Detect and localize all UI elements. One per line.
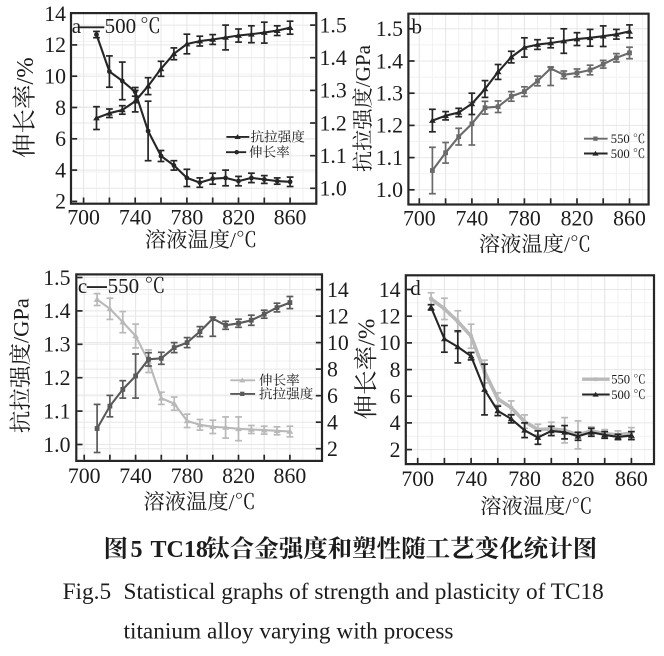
svg-text:500: 500 — [611, 147, 630, 161]
svg-text:8: 8 — [327, 357, 338, 381]
svg-text:/%: /% — [354, 319, 381, 346]
svg-text:14: 14 — [44, 2, 66, 26]
svg-text:12: 12 — [44, 33, 66, 57]
svg-text:/GPa: /GPa — [8, 298, 33, 343]
svg-text:8: 8 — [55, 96, 66, 120]
svg-text:12: 12 — [327, 304, 349, 328]
svg-text:1.0: 1.0 — [43, 433, 70, 457]
svg-text:860: 860 — [274, 206, 307, 230]
svg-text:Statistical graphs of strength: Statistical graphs of strength and plast… — [124, 579, 604, 605]
svg-text:Fig.5: Fig.5 — [63, 579, 112, 605]
svg-text:12: 12 — [379, 305, 401, 329]
svg-text:1.3: 1.3 — [320, 79, 347, 103]
svg-text:/: / — [564, 233, 570, 257]
svg-text:/: / — [565, 495, 571, 519]
svg-text:780: 780 — [508, 207, 541, 231]
svg-text:550: 550 — [108, 274, 140, 298]
svg-text:740: 740 — [456, 207, 489, 231]
svg-text:700: 700 — [401, 467, 434, 491]
svg-text:1.2: 1.2 — [43, 366, 70, 390]
svg-text:2: 2 — [327, 437, 338, 461]
svg-text:550: 550 — [611, 132, 630, 146]
svg-text:1.5: 1.5 — [376, 17, 403, 41]
svg-text:860: 860 — [274, 464, 307, 488]
svg-text:740: 740 — [119, 206, 152, 230]
svg-text:6: 6 — [55, 127, 66, 151]
svg-text:TC18: TC18 — [151, 537, 208, 563]
svg-text:4: 4 — [327, 411, 338, 435]
svg-text:1.3: 1.3 — [43, 333, 70, 357]
svg-text:1.1: 1.1 — [320, 144, 347, 168]
svg-text:14: 14 — [379, 278, 401, 302]
svg-text:10: 10 — [44, 65, 66, 89]
svg-text:860: 860 — [613, 207, 646, 231]
svg-text:2: 2 — [390, 438, 401, 462]
svg-text:6: 6 — [327, 384, 338, 408]
svg-text:780: 780 — [171, 206, 204, 230]
svg-text:b: b — [412, 14, 423, 38]
svg-text:/: / — [230, 228, 236, 252]
svg-text:1.4: 1.4 — [376, 49, 403, 73]
svg-text:10: 10 — [327, 331, 349, 355]
svg-text:5: 5 — [131, 537, 143, 563]
svg-text:c: c — [78, 274, 87, 298]
svg-text:1.4: 1.4 — [320, 46, 347, 70]
svg-text:1.0: 1.0 — [320, 177, 347, 201]
svg-text:1.2: 1.2 — [376, 114, 403, 138]
svg-text:8: 8 — [390, 358, 401, 382]
svg-text:700: 700 — [67, 206, 100, 230]
svg-text:/%: /% — [12, 57, 39, 84]
svg-text:860: 860 — [615, 467, 648, 491]
svg-text:740: 740 — [119, 464, 152, 488]
svg-text:1.2: 1.2 — [320, 111, 347, 135]
svg-text:820: 820 — [222, 464, 255, 488]
svg-text:1.3: 1.3 — [376, 82, 403, 106]
svg-text:780: 780 — [171, 464, 204, 488]
svg-text:2: 2 — [55, 190, 66, 214]
svg-text:820: 820 — [561, 207, 594, 231]
svg-text:a: a — [72, 14, 82, 38]
svg-text:820: 820 — [222, 206, 255, 230]
svg-text:/: / — [229, 490, 235, 514]
svg-text:1.1: 1.1 — [376, 146, 403, 170]
svg-text:500: 500 — [105, 14, 137, 38]
svg-text:14: 14 — [327, 278, 349, 302]
svg-text:740: 740 — [455, 467, 488, 491]
svg-text:d: d — [410, 276, 421, 300]
svg-text:700: 700 — [68, 464, 101, 488]
svg-text:titanium alloy varying with pr: titanium alloy varying with process — [124, 618, 454, 644]
svg-text:1.5: 1.5 — [320, 13, 347, 37]
svg-text:820: 820 — [562, 467, 595, 491]
svg-text:6: 6 — [390, 385, 401, 409]
svg-text:1.4: 1.4 — [43, 299, 70, 323]
svg-text:550: 550 — [611, 373, 630, 387]
svg-text:/GPa: /GPa — [351, 44, 375, 87]
svg-text:10: 10 — [379, 331, 401, 355]
svg-text:780: 780 — [508, 467, 541, 491]
svg-text:1.0: 1.0 — [376, 178, 403, 202]
svg-text:1.1: 1.1 — [43, 399, 70, 423]
svg-text:4: 4 — [55, 158, 66, 182]
svg-text:700: 700 — [403, 207, 436, 231]
svg-text:4: 4 — [390, 411, 401, 435]
svg-text:1.5: 1.5 — [43, 266, 70, 290]
svg-text:500: 500 — [611, 388, 630, 402]
